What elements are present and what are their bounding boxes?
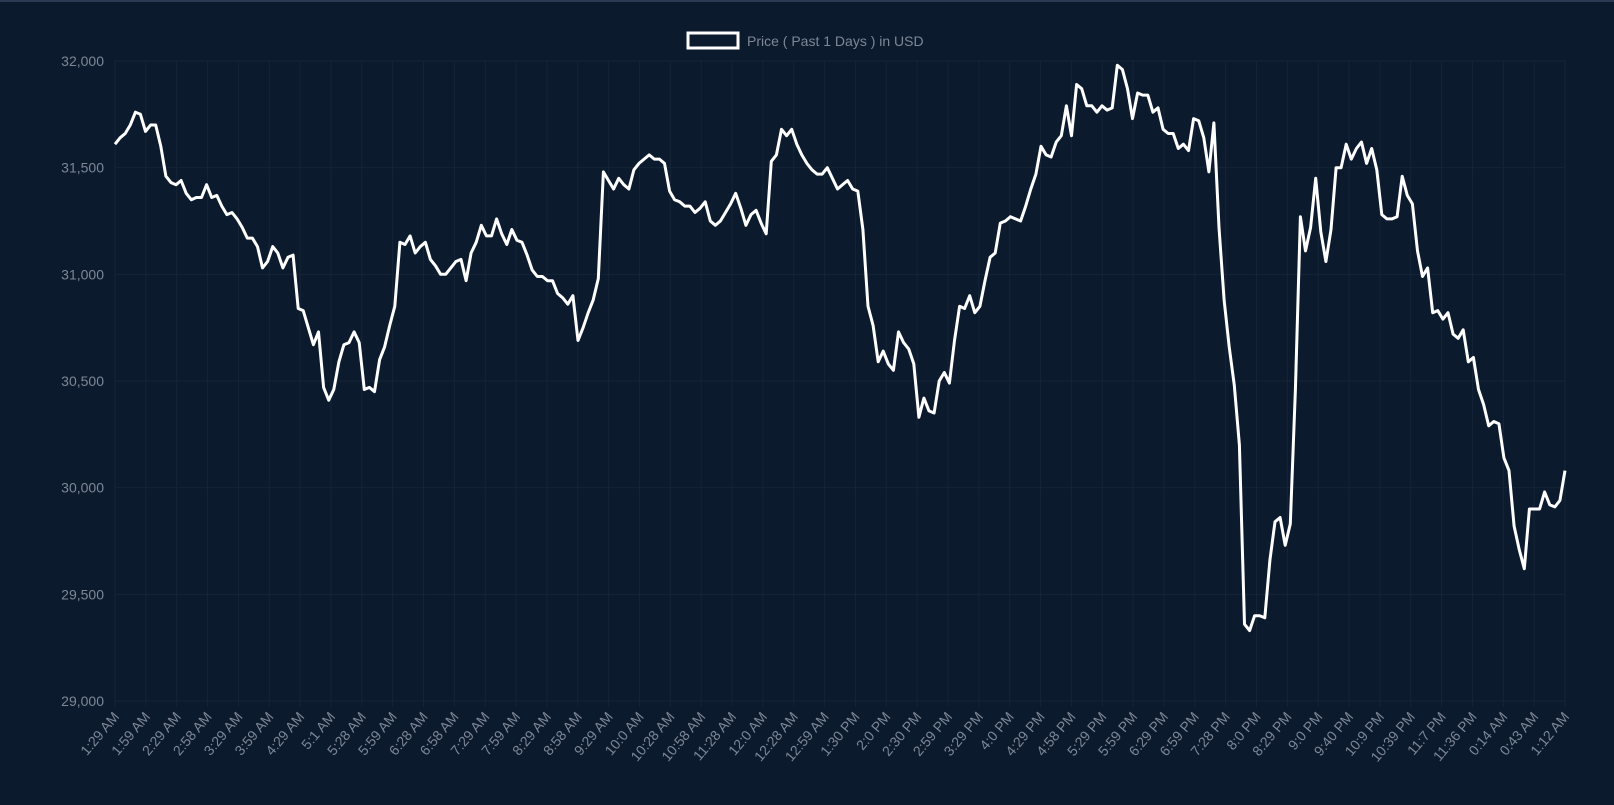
legend-label[interactable]: Price ( Past 1 Days ) in USD bbox=[747, 33, 924, 49]
y-tick-label: 31,000 bbox=[61, 266, 104, 282]
y-tick-label: 30,000 bbox=[61, 480, 104, 496]
y-tick-label: 31,500 bbox=[61, 160, 104, 176]
legend[interactable]: Price ( Past 1 Days ) in USD bbox=[686, 31, 924, 50]
legend-swatch[interactable] bbox=[686, 31, 740, 50]
y-tick-label: 30,500 bbox=[61, 373, 104, 389]
price-series-line[interactable] bbox=[113, 63, 1567, 633]
y-tick-label: 29,000 bbox=[61, 693, 104, 709]
grid-layer bbox=[114, 60, 1566, 707]
y-tick-label: 32,000 bbox=[61, 53, 104, 69]
series-layer bbox=[113, 63, 1567, 633]
y-axis: 29,000 29,500 30,000 30,500 31,000 31,500 32,0… bbox=[61, 53, 104, 709]
y-tick-label: 29,500 bbox=[61, 586, 104, 602]
top-border bbox=[0, 0, 1614, 2]
x-axis: 1:29 AM1:59 AM2:29 AM2:58 AM3:29 AM3:59 … bbox=[77, 709, 1572, 765]
